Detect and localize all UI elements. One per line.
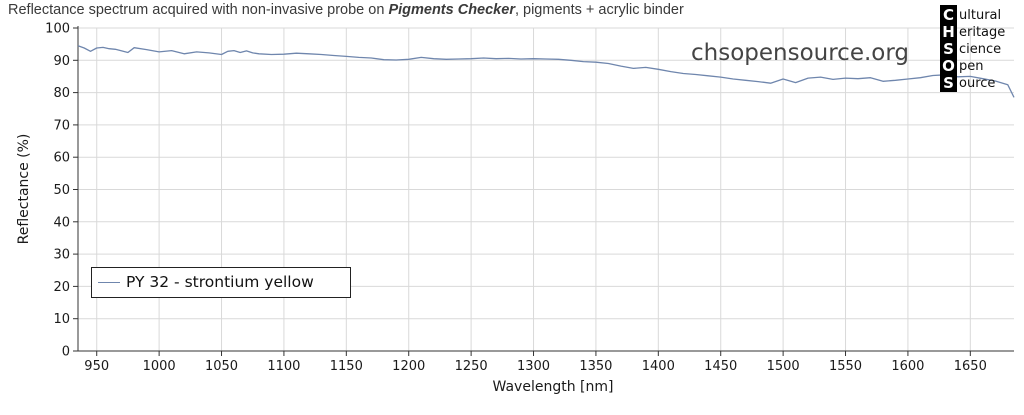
- x-tick-label: 1000: [143, 359, 176, 374]
- x-tick-label: 1200: [392, 359, 425, 374]
- logo-letter-s: S: [943, 40, 954, 58]
- logo-word-heritage: eritage: [959, 25, 1006, 40]
- chart-legend: PY 32 - strontium yellow: [91, 267, 351, 298]
- logo-letter-h: H: [942, 23, 955, 41]
- y-tick-labels: 0 10 20 30 40 50 60 70 80 90 100: [45, 22, 70, 360]
- legend-series-label: PY 32 - strontium yellow: [126, 273, 314, 291]
- x-tick-label: 1100: [267, 359, 300, 374]
- logo-letter-c: C: [942, 6, 954, 24]
- y-tick-label: 100: [45, 22, 70, 37]
- x-tick-label: 1600: [891, 359, 924, 374]
- y-tick-label: 70: [53, 118, 70, 133]
- chart-title-suffix: , pigments + acrylic binder: [514, 2, 684, 18]
- x-tick-label: 950: [84, 359, 109, 374]
- y-tick-label: 60: [53, 151, 70, 166]
- x-tick-label: 1250: [455, 359, 488, 374]
- chart-title: Reflectance spectrum acquired with non-i…: [8, 2, 684, 18]
- logo-letter-o: O: [942, 57, 955, 75]
- logo-letter-column: [940, 5, 957, 92]
- logo-word-cultural: ultural: [959, 8, 1002, 23]
- watermark-text: chsopensource.org: [691, 40, 909, 66]
- x-tick-label: 1350: [579, 359, 612, 374]
- y-tick-label: 90: [53, 54, 70, 69]
- x-tick-label: 1050: [205, 359, 238, 374]
- y-tick-label: 80: [53, 86, 70, 101]
- logo-letter-s2: S: [943, 74, 954, 92]
- x-tick-label: 1550: [829, 359, 862, 374]
- series-line-0: [77, 45, 1015, 98]
- y-axis-label: Reflectance (%): [16, 134, 32, 245]
- x-tick-label: 1450: [704, 359, 737, 374]
- chart-title-bold: Pigments Checker: [388, 2, 515, 18]
- chart-grid: [73, 27, 1014, 356]
- x-tick-label: 1650: [954, 359, 987, 374]
- logo-word-source: ource: [959, 76, 996, 91]
- x-axis-label: Wavelength [nm]: [493, 379, 614, 395]
- x-tick-label: 1300: [517, 359, 550, 374]
- y-tick-label: 30: [53, 248, 70, 263]
- x-tick-label: 1500: [767, 359, 800, 374]
- plot-area: [77, 26, 1015, 352]
- legend-line-swatch: [98, 282, 120, 283]
- y-tick-label: 0: [62, 345, 70, 360]
- logo-word-science: cience: [959, 42, 1002, 57]
- y-tick-label: 20: [53, 280, 70, 295]
- x-tick-labels: 950 1000 1050 1100 1150 1200 1250 1300 1350 1400 1…: [84, 359, 987, 374]
- y-tick-label: 40: [53, 215, 70, 230]
- y-tick-label: 50: [53, 183, 70, 198]
- logo-word-open: pen: [959, 59, 984, 74]
- chart-title-prefix: Reflectance spectrum acquired with non-i…: [8, 2, 389, 18]
- x-tick-label: 1150: [330, 359, 363, 374]
- y-tick-label: 10: [53, 312, 70, 327]
- x-tick-label: 1400: [642, 359, 675, 374]
